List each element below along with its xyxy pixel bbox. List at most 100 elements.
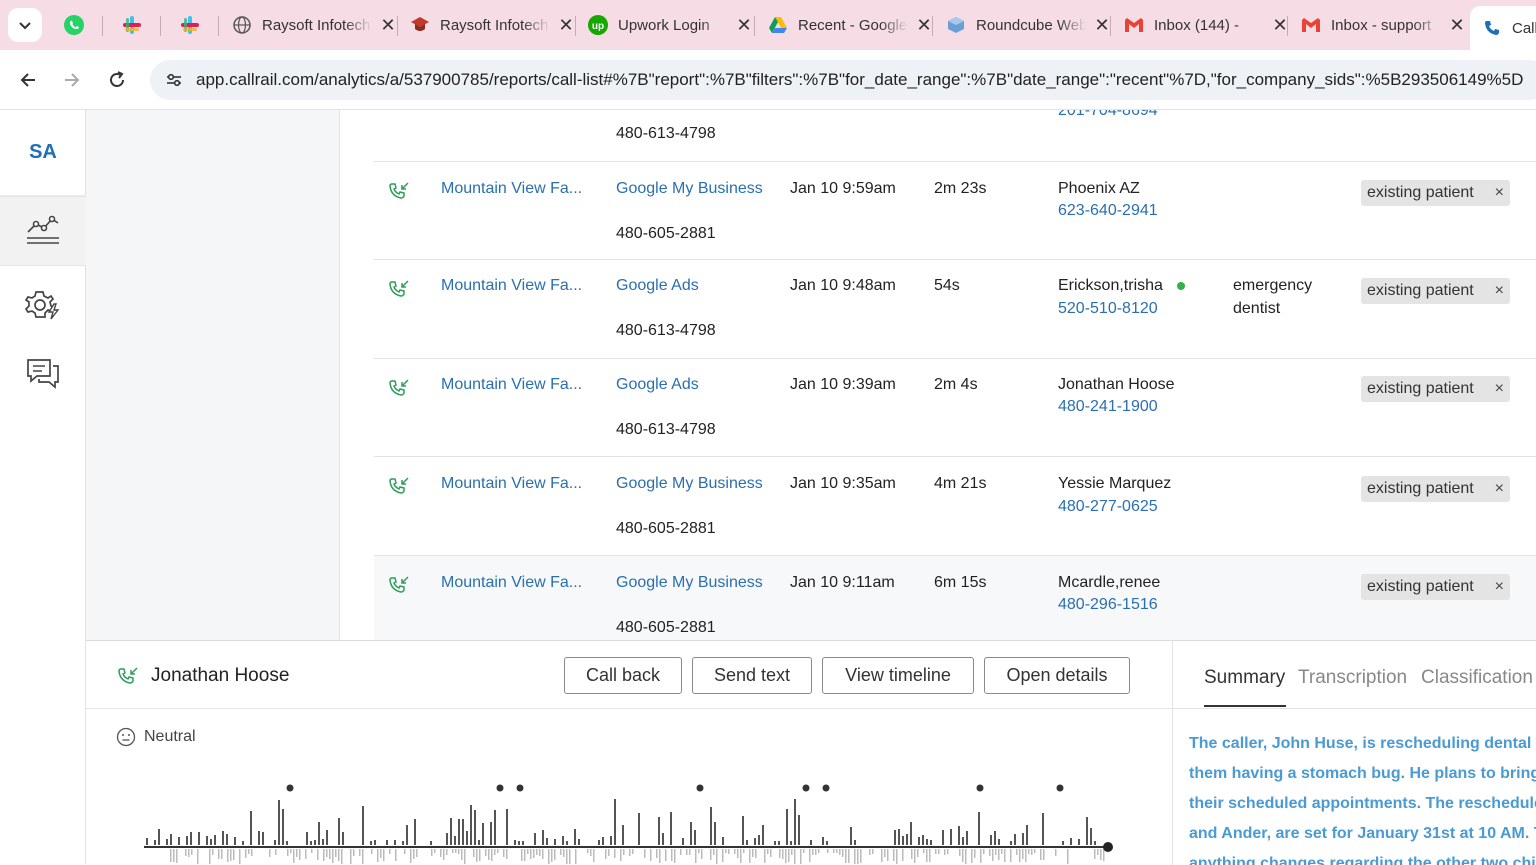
close-tab-icon[interactable]: ✕ [558,14,574,35]
tab-search-button[interactable] [8,8,42,42]
remove-tag-icon[interactable]: × [1494,184,1504,201]
view-timeline-button[interactable]: View timeline [822,657,974,694]
call-detail-header: Jonathan Hoose Call back Send text View … [86,641,1172,709]
company-link[interactable]: Mountain View Fa... [441,574,583,591]
speaker-marker[interactable] [496,784,504,792]
waveform-bar-secondary [674,849,676,863]
remove-tag-icon[interactable]: × [1494,380,1504,397]
waveform-bar [278,800,280,845]
table-row[interactable]: Mountain View Fa... Google My Business 4… [374,555,1536,640]
table-row[interactable]: Mountain View Fa... Google My Business 4… [374,456,1536,555]
caller-name: Mcardle,renee [1058,574,1161,591]
forward-button[interactable] [56,64,88,96]
table-row[interactable]: Mountain View Fa... Google Ads 480-613-4… [374,358,1536,456]
company-link[interactable]: Mountain View Fa... [441,475,583,492]
waveform-bar [310,841,312,845]
waveform-bar-secondary [434,849,436,853]
tab-callrail-active[interactable]: Call [1470,6,1536,50]
company-link[interactable]: Mountain View Fa... [441,277,583,294]
tab-transcription[interactable]: Transcription [1298,667,1408,688]
tab-raysoft-1[interactable]: Raysoft Infotech ✕ [232,8,398,42]
source-link[interactable]: Google My Business [616,475,763,492]
close-tab-icon[interactable]: ✕ [916,14,932,35]
remove-tag-icon[interactable]: × [1494,578,1504,595]
call-back-button[interactable]: Call back [564,657,682,694]
close-tab-icon[interactable]: ✕ [736,14,752,35]
close-tab-icon[interactable]: ✕ [1272,14,1288,35]
arrow-right-icon [65,73,80,87]
speaker-marker[interactable] [1056,784,1064,792]
waveform-bar-secondary [548,849,550,864]
waveform-bar-secondary [1031,849,1033,855]
pinned-tab-slack-1[interactable] [118,11,146,39]
speaker-marker[interactable] [696,784,704,792]
open-details-button[interactable]: Open details [984,657,1130,694]
tab-gmail-inbox-144[interactable]: Inbox (144) - ✕ [1124,8,1290,42]
company-link[interactable]: Mountain View Fa... [441,376,583,393]
reload-button[interactable] [101,64,133,96]
tab-raysoft-2[interactable]: Raysoft Infotech ✕ [410,8,576,42]
source-link[interactable]: Google My Business [616,574,763,591]
address-bar[interactable]: app.callrail.com/analytics/a/537900785/r… [150,60,1536,100]
rail-item-analytics[interactable] [0,196,86,266]
audio-waveform[interactable] [144,781,1124,865]
rail-item-settings[interactable] [0,270,86,340]
site-info-button[interactable] [160,66,188,94]
pinned-tab-slack-2[interactable] [176,11,204,39]
waveform-bar-secondary [1097,849,1099,855]
close-tab-icon[interactable]: ✕ [1094,14,1110,35]
waveform-bar [746,840,748,845]
tab-classification[interactable]: Classification [1421,667,1533,688]
remove-tag-icon[interactable]: × [1494,480,1504,497]
caller-phone-link[interactable]: 520-510-8120 [1058,300,1158,317]
tab-gmail-support[interactable]: Inbox - support ✕ [1301,8,1467,42]
pinned-tab-whatsapp[interactable] [60,11,88,39]
waveform-bar-secondary [503,849,505,857]
waveform-bar [566,841,568,845]
source-link[interactable]: Google Ads [616,376,699,393]
table-row[interactable]: 480-613-4798 201-704-8694 [374,110,1536,161]
remove-tag-icon[interactable]: × [1494,282,1504,299]
source-link[interactable]: Google Ads [616,277,699,294]
waveform-bar-secondary [506,849,508,859]
rail-item-messages[interactable] [0,338,86,408]
tab-summary[interactable]: Summary [1204,667,1286,688]
waveform-bar [950,829,952,845]
waveform-bar [918,837,920,845]
speaker-marker[interactable] [516,784,524,792]
company-link[interactable]: Mountain View Fa... [441,180,583,197]
close-tab-icon[interactable]: ✕ [380,14,396,35]
source-link[interactable]: Google My Business [616,180,763,197]
account-avatar[interactable]: SA [0,110,86,196]
tab-roundcube[interactable]: Roundcube Webmail ✕ [946,8,1112,42]
table-row[interactable]: Mountain View Fa... Google My Business 4… [374,161,1536,259]
waveform-bar [322,839,324,845]
caller-phone-link[interactable]: 623-640-2941 [1058,202,1158,219]
caller-name: Erickson,trisha [1058,277,1163,294]
speaker-marker[interactable] [802,784,810,792]
waveform-bar-secondary [965,849,967,864]
waveform-bar [910,822,912,845]
waveform-bar-secondary [713,849,715,855]
send-text-button[interactable]: Send text [692,657,812,694]
waveform-bar-secondary [650,849,652,861]
waveform-bar-secondary [680,849,682,855]
waveform-bar-secondary [752,849,754,857]
tab-upwork[interactable]: up Upwork Login ✕ [588,8,754,42]
tag-label: existing patient [1367,184,1474,201]
playhead-handle[interactable] [1103,842,1113,852]
speaker-marker[interactable] [286,784,294,792]
table-row[interactable]: Mountain View Fa... Google Ads 480-613-4… [374,259,1536,358]
waveform-bar-secondary [590,849,592,856]
speaker-marker[interactable] [976,784,984,792]
tab-google-drive[interactable]: Recent - Google Drive ✕ [768,8,934,42]
caller-phone-link[interactable]: 201-704-8694 [1058,110,1158,119]
close-tab-icon[interactable]: ✕ [1449,14,1465,35]
waveform-bar-secondary [944,849,946,855]
back-button[interactable] [12,64,44,96]
caller-phone-link[interactable]: 480-241-1900 [1058,398,1158,415]
caller-phone-link[interactable]: 480-277-0625 [1058,498,1158,515]
tracking-number: 480-605-2881 [616,520,716,537]
caller-phone-link[interactable]: 480-296-1516 [1058,596,1158,613]
speaker-marker[interactable] [822,784,830,792]
